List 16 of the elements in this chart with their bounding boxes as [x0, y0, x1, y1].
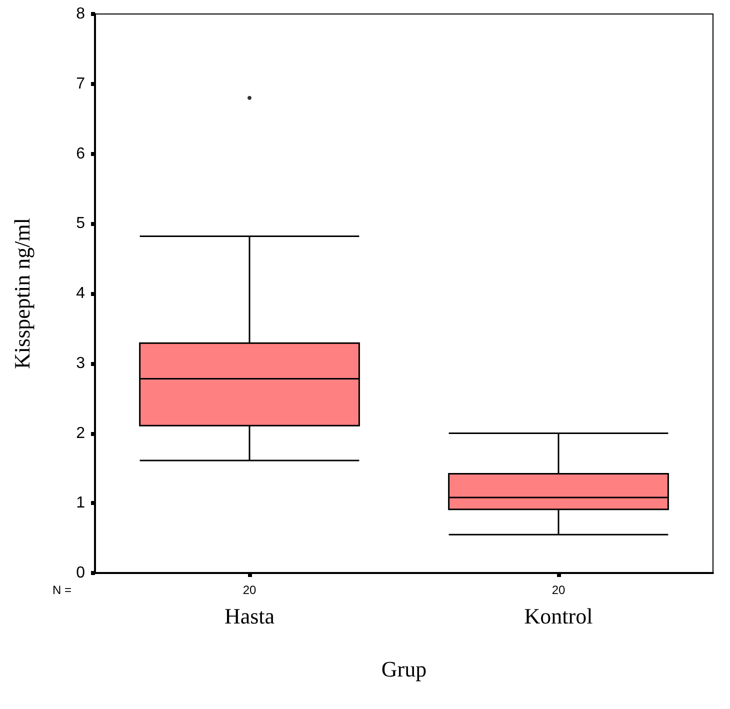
- y-axis-title: Kisspeptin ng/ml: [10, 218, 34, 369]
- y-tick-label: 6: [76, 145, 86, 162]
- y-tick-label: 3: [76, 354, 86, 372]
- x-tick-label: Hasta: [224, 604, 275, 628]
- y-tick-label: 1: [76, 494, 86, 512]
- y-tick-label: 7: [76, 75, 86, 92]
- y-tick-label: 0: [76, 564, 86, 582]
- y-tick-label: 4: [76, 285, 86, 302]
- text: 20: [552, 583, 566, 597]
- text: 20: [242, 583, 256, 597]
- x-tick-label: Kontrol: [524, 604, 593, 628]
- y-tick-label: 5: [76, 215, 86, 232]
- y-tick-label: 8: [76, 6, 86, 22]
- y-tick-label: 2: [76, 424, 86, 442]
- x-axis-title: Grup: [381, 656, 427, 682]
- text: N =: [52, 583, 72, 597]
